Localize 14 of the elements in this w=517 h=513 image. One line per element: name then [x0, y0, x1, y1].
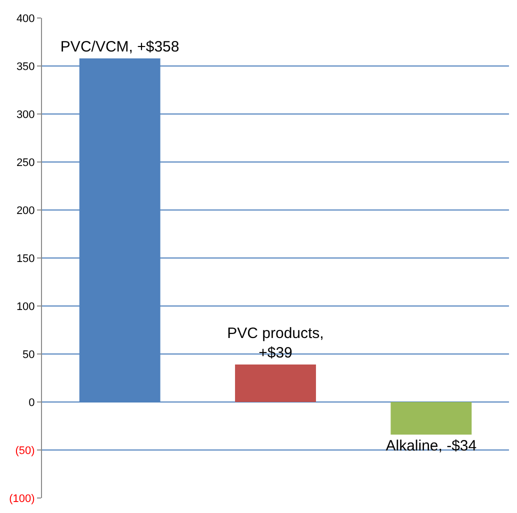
data-label: PVC/VCM, +$358: [60, 38, 180, 56]
y-tick-label: 350: [16, 60, 35, 73]
y-tick-label: 50: [22, 348, 35, 361]
bar: [235, 364, 316, 402]
y-tick-label: 400: [16, 12, 35, 25]
y-tick-label: (100): [9, 492, 35, 505]
y-tick-label: (50): [15, 444, 35, 457]
y-tick-label: 250: [16, 156, 35, 169]
bar: [390, 402, 472, 435]
y-tick-label: 0: [28, 396, 35, 409]
y-tick-label: 300: [16, 108, 35, 121]
y-tick-label: 200: [16, 204, 35, 217]
y-tick-label: 150: [16, 252, 35, 265]
y-tick-label: 100: [16, 300, 35, 313]
